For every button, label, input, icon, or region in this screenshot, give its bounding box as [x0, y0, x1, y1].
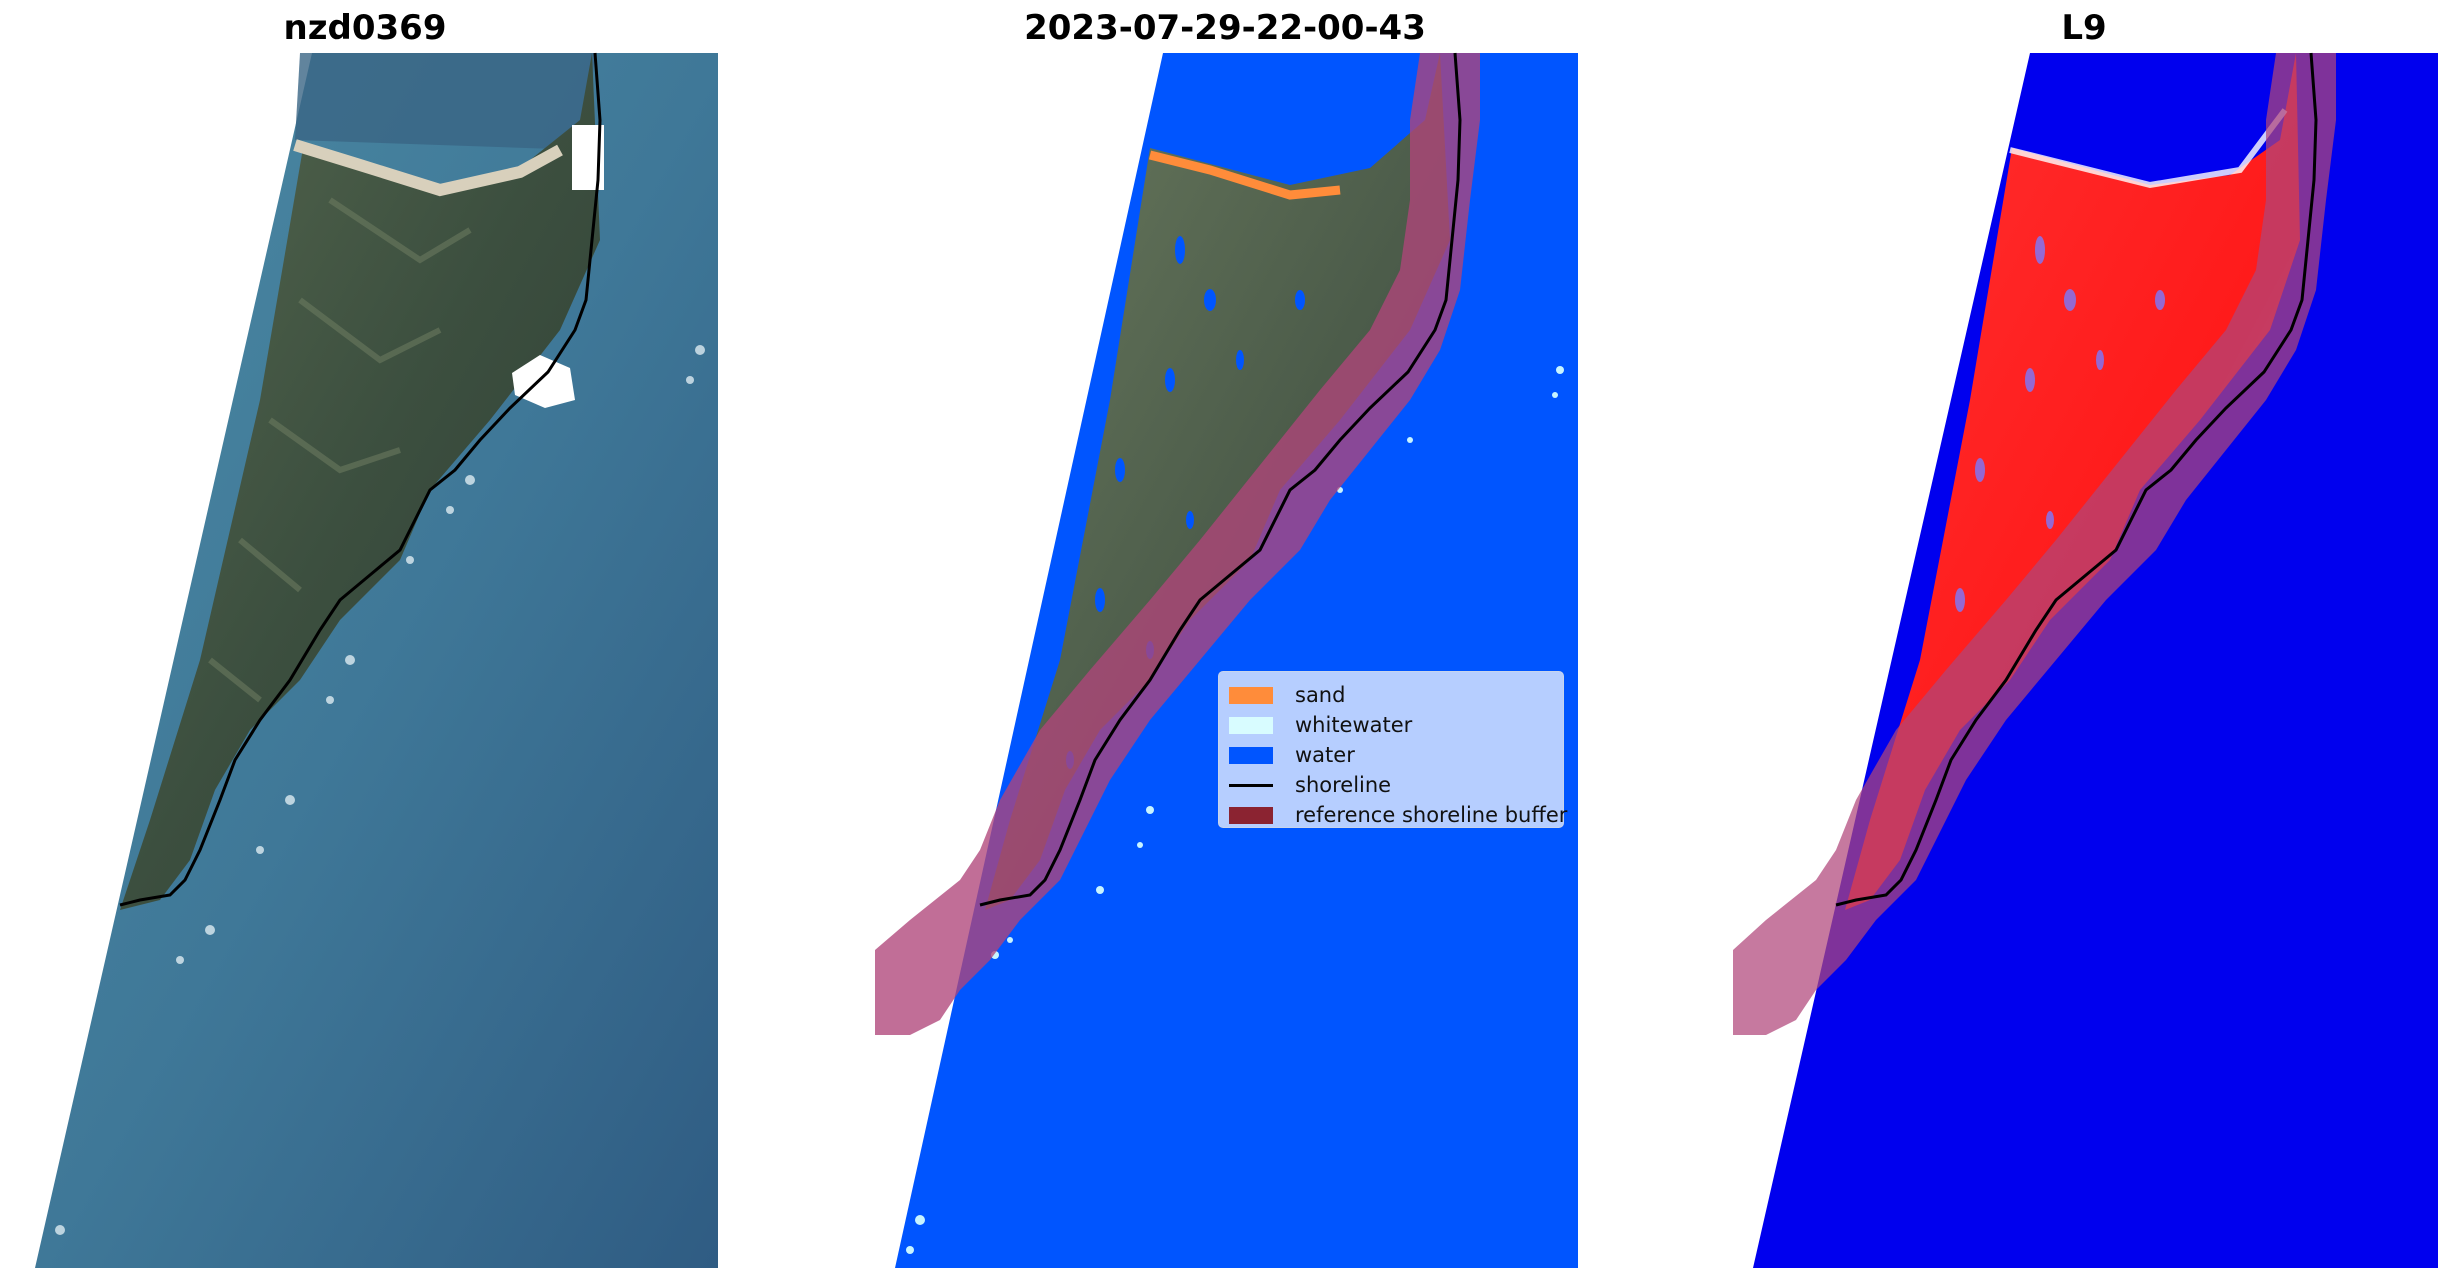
class-shoreline [979, 52, 1462, 907]
index-shoreline [1835, 52, 2318, 907]
rgb-beach [293, 139, 563, 197]
class-whitewater [906, 366, 1564, 1254]
panel-title-index: L9 [2061, 8, 2107, 48]
rgb-shoreline [119, 52, 602, 907]
legend-item-whitewater: whitewater [1229, 710, 1553, 740]
legend-item-shoreline: shoreline [1229, 770, 1553, 800]
legend-label-water: water [1295, 743, 1355, 767]
class-reference-buffer [875, 53, 1480, 1035]
panel-title-classification: 2023-07-29-22-00-43 [1024, 8, 1426, 48]
index-land-water [1955, 236, 2165, 612]
legend-swatch-sand [1229, 686, 1273, 704]
legend-swatch-shoreline [1229, 783, 1273, 787]
legend-item-water: water [1229, 740, 1553, 770]
legend-swatch-buffer [1229, 806, 1273, 824]
rgb-ridges [208, 197, 472, 703]
rgb-image [35, 52, 718, 1268]
legend-item-buffer: reference shoreline buffer [1229, 800, 1567, 830]
legend-swatch-water [1229, 746, 1273, 764]
class-inland-water [1066, 236, 1305, 769]
classification-image [875, 52, 1578, 1268]
legend-label-shoreline: shoreline [1295, 773, 1392, 797]
rgb-cloud-mask-2 [512, 355, 575, 408]
rgb-ocean [35, 53, 718, 1268]
index-beach-edge [2009, 108, 2288, 189]
rgb-north-sea [295, 53, 595, 150]
panel-title-rgb: nzd0369 [283, 8, 447, 48]
legend: sand whitewater water shoreline referenc… [1218, 671, 1567, 830]
legend-label-buffer: reference shoreline buffer [1295, 803, 1568, 827]
rgb-surf [55, 345, 705, 1235]
legend-swatch-whitewater [1229, 716, 1273, 734]
legend-label-whitewater: whitewater [1295, 713, 1413, 737]
index-reference-buffer [1733, 53, 2336, 1035]
legend-label-sand: sand [1295, 683, 1346, 707]
index-image [1733, 52, 2438, 1268]
legend-item-sand: sand [1229, 680, 1553, 710]
class-sand [1148, 150, 1341, 200]
rgb-land [120, 53, 600, 910]
